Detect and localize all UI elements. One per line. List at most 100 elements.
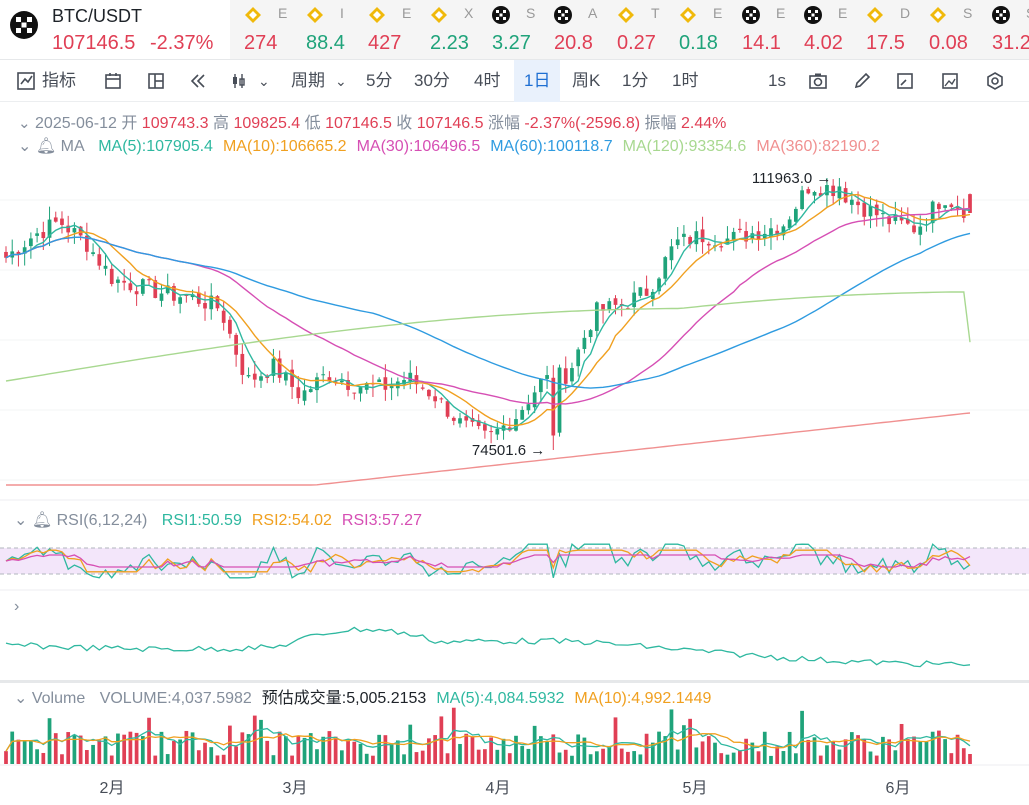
fullscreen-icon[interactable]	[895, 71, 915, 91]
volume-bar	[327, 731, 332, 764]
volume-bar	[719, 753, 724, 764]
candle-body	[781, 226, 786, 236]
candle-body	[570, 368, 574, 382]
ticker-item[interactable]: E 427	[368, 0, 424, 59]
volume-bar	[97, 740, 102, 764]
candle-body	[165, 285, 170, 294]
collapse-toggle-icon[interactable]: ⌄	[18, 115, 31, 132]
interval-4h[interactable]: 4时	[474, 71, 501, 90]
volume-bar	[738, 750, 742, 764]
extra-pane-toggle[interactable]: ›	[14, 598, 19, 616]
candle-date: 2025-06-12	[35, 115, 117, 132]
ticker-item[interactable]: T 0.27	[617, 0, 673, 59]
candle-body	[731, 231, 736, 240]
volume-bar	[713, 742, 717, 764]
volume-bar	[72, 734, 77, 764]
chevron-down-icon[interactable]: ⌄	[335, 73, 347, 89]
candle-body	[433, 396, 438, 402]
candle-body	[203, 303, 207, 309]
bell-icon[interactable]: 🔔︎	[35, 138, 57, 155]
candle-body	[383, 377, 388, 390]
okx-icon	[492, 6, 510, 24]
chevron-down-icon[interactable]: ⌄	[258, 73, 270, 89]
volume-bar	[937, 730, 941, 764]
candle-body	[700, 229, 705, 243]
interval-5m[interactable]: 5分	[366, 71, 393, 90]
settings-icon[interactable]	[985, 71, 1005, 91]
layout-icon[interactable]	[146, 71, 166, 91]
ticker-item[interactable]: A 20.8	[554, 0, 610, 59]
candle-body	[84, 235, 89, 252]
volume-bar	[420, 750, 425, 764]
camera-icon[interactable]	[808, 71, 828, 91]
volume-bar	[949, 753, 954, 764]
collapse-toggle-icon[interactable]: ⌄	[14, 512, 28, 529]
interval-30m[interactable]: 30分	[414, 71, 450, 90]
ticker-item[interactable]: X 2.23	[430, 0, 486, 59]
volume-bar	[414, 752, 419, 764]
ticker-item[interactable]: S 31.2	[992, 0, 1029, 59]
chevron-right-icon[interactable]: ›	[14, 598, 20, 615]
volume-bar	[109, 755, 114, 764]
ticker-item[interactable]: E 4.02	[804, 0, 860, 59]
open-value: 109743.3	[141, 115, 209, 132]
volume-bar	[91, 744, 95, 764]
pencil-icon[interactable]	[852, 71, 872, 91]
ticker-name: E	[776, 5, 786, 21]
ticker-item[interactable]: E 0.18	[679, 0, 735, 59]
ticker-value: 31.2	[992, 32, 1029, 54]
ma-legend: ⌄ 🔔︎ MA MA(5):107905.4 MA(10):106665.2 MA(…	[18, 136, 880, 156]
indicator-button[interactable]: 指标	[42, 71, 76, 90]
candle-body	[688, 236, 692, 245]
interval-1h[interactable]: 1时	[672, 71, 699, 90]
ticker-value: 20.8	[554, 32, 593, 54]
ticker-value: 3.27	[492, 32, 531, 54]
calendar-icon[interactable]	[103, 71, 123, 91]
collapse-toggle-icon[interactable]: ⌄	[18, 138, 32, 155]
ticker-value: 0.18	[679, 32, 718, 54]
ticker-item[interactable]: S 3.27	[492, 0, 548, 59]
candle-body	[483, 424, 487, 431]
interval-week[interactable]: 周K	[572, 71, 601, 90]
candle-body	[526, 404, 531, 411]
ticker-item[interactable]: D 17.5	[866, 0, 922, 59]
ticker-item[interactable]: E 274	[244, 0, 300, 59]
bell-icon[interactable]: 🔔︎	[31, 512, 53, 529]
candle-body	[881, 213, 885, 215]
candle-body	[10, 251, 15, 258]
screenshot-icon[interactable]	[940, 71, 960, 91]
candle-body	[918, 226, 923, 235]
volume-bar	[41, 752, 46, 764]
candle-body	[538, 378, 543, 393]
candle-body	[47, 219, 52, 238]
rsi-legend: ⌄ 🔔︎ RSI(6,12,24) RSI1:50.59 RSI2:54.02 RS…	[14, 510, 422, 530]
candle-body	[545, 375, 549, 379]
collapse-toggle-icon[interactable]: ⌄	[14, 690, 28, 707]
volume-bar	[302, 737, 307, 764]
volume-bar	[140, 736, 145, 764]
candle-body	[588, 330, 593, 338]
volume-bar	[601, 748, 605, 764]
period-dropdown[interactable]: 周期	[291, 71, 325, 90]
ticker-value: 0.08	[929, 32, 968, 54]
volume-bar	[16, 739, 21, 764]
interval-1m[interactable]: 1分	[622, 71, 649, 90]
candle-type-icon[interactable]	[230, 71, 250, 91]
candle-body	[520, 409, 525, 420]
binance-icon	[307, 7, 323, 23]
volume-bar	[700, 741, 705, 764]
volume-bar	[4, 751, 8, 764]
volume-legend-item: MA(10):4,992.1449	[574, 690, 712, 707]
main-ticker[interactable]: BTC/USDT 107146.5 -2.37%	[0, 0, 230, 59]
ticker-item[interactable]: S 0.08	[929, 0, 985, 59]
volume-bar	[644, 733, 649, 764]
replay-icon[interactable]	[188, 71, 208, 91]
x-tick-label: 2月	[100, 780, 125, 797]
speed-selector[interactable]: 1s	[768, 71, 786, 90]
candle-body	[364, 382, 369, 390]
volume-bar	[495, 749, 500, 764]
ticker-item[interactable]: E 14.1	[742, 0, 798, 59]
candle-body	[128, 283, 133, 291]
ticker-item[interactable]: I 88.4	[306, 0, 362, 59]
interval-1d[interactable]: 1日	[514, 60, 561, 102]
